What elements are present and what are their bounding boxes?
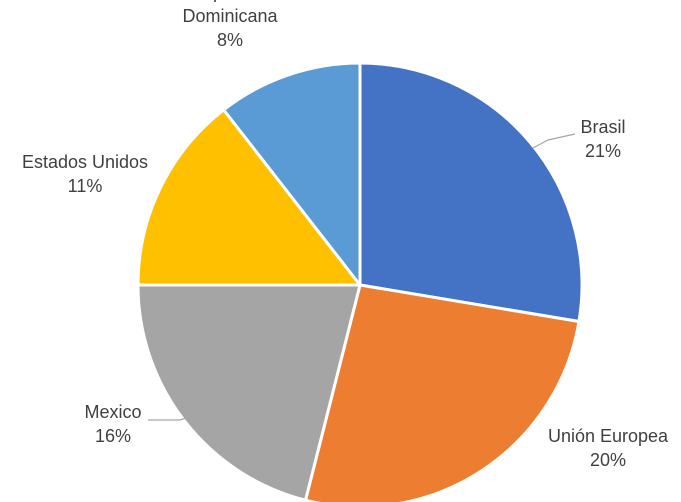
pie-slice-estados-unidos <box>136 108 362 287</box>
slice-category-label: Estados Unidos <box>22 152 148 172</box>
slice-percent-label: 20% <box>590 450 626 470</box>
slice-labels: Brasil 21% Unión Europea 20% Mexico 16% Estado… <box>22 0 669 470</box>
slice-category-label: Dominicana <box>182 6 278 26</box>
slice-category-label: Unión Europea <box>548 426 669 446</box>
slice-category-label: República <box>190 0 271 2</box>
pie-slices <box>136 61 584 502</box>
pie-slice-brasil <box>358 61 584 324</box>
slice-percent-label: 16% <box>95 426 131 446</box>
slice-percent-label: 21% <box>585 141 621 161</box>
pie-slice-uni-n-europea <box>304 283 581 502</box>
leader-line <box>532 133 576 149</box>
leader-line <box>148 417 187 421</box>
slice-category-label: Mexico <box>84 402 141 422</box>
slice-category-label: Brasil <box>580 117 625 137</box>
slice-percent-label: 8% <box>217 30 243 50</box>
leader-lines <box>148 133 576 421</box>
slice-percent-label: 11% <box>68 176 103 196</box>
pie-slice-rep-blica-dominicana <box>222 61 362 287</box>
pie-slice-mexico <box>136 283 362 502</box>
